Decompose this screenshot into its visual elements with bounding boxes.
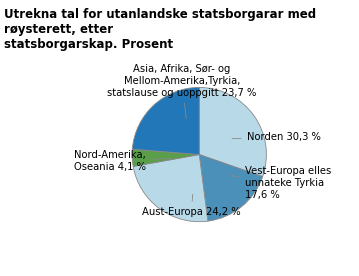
Text: Norden 30,3 %: Norden 30,3 % — [232, 132, 321, 142]
Text: Utrekna tal for utanlandske statsborgarar med røysterett, etter
statsborgarskap.: Utrekna tal for utanlandske statsborgara… — [4, 8, 316, 51]
Wedge shape — [132, 87, 199, 155]
Text: Vest-Europa elles
unnateke Tyrkia
17,6 %: Vest-Europa elles unnateke Tyrkia 17,6 % — [230, 166, 331, 200]
Wedge shape — [199, 87, 266, 177]
Wedge shape — [133, 155, 208, 222]
Text: Asia, Afrika, Sør- og
Mellom-Amerika,Tyrkia,
statslause og uoppgitt 23,7 %: Asia, Afrika, Sør- og Mellom-Amerika,Tyr… — [107, 65, 257, 119]
Text: Aust-Europa 24,2 %: Aust-Europa 24,2 % — [142, 195, 241, 217]
Wedge shape — [132, 149, 199, 166]
Wedge shape — [199, 155, 263, 221]
Text: Nord-Amerika,
Oseania 4,1 %: Nord-Amerika, Oseania 4,1 % — [74, 150, 171, 172]
